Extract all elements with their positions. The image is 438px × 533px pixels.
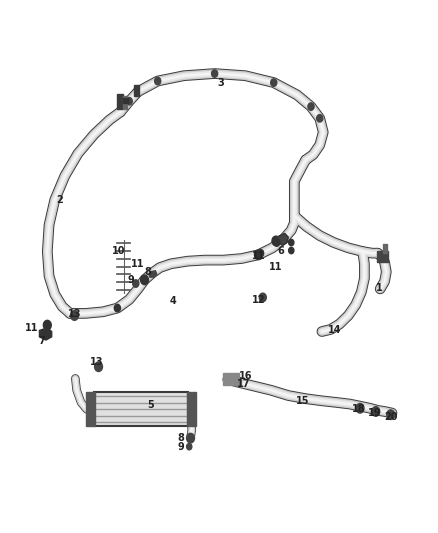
Text: 16: 16 xyxy=(239,371,252,381)
Text: 12: 12 xyxy=(252,295,265,304)
Circle shape xyxy=(155,77,161,85)
Circle shape xyxy=(114,304,120,312)
Text: 11: 11 xyxy=(131,259,145,269)
Circle shape xyxy=(372,407,380,416)
Circle shape xyxy=(356,403,364,413)
Bar xyxy=(223,379,241,385)
Text: 7: 7 xyxy=(38,336,45,346)
Text: 8: 8 xyxy=(177,433,184,443)
Text: 2: 2 xyxy=(56,195,63,205)
Circle shape xyxy=(308,103,314,110)
Polygon shape xyxy=(39,328,52,340)
Text: 11: 11 xyxy=(252,251,265,261)
Circle shape xyxy=(141,275,148,285)
Text: 19: 19 xyxy=(368,408,381,418)
Text: 18: 18 xyxy=(352,405,366,414)
Text: 5: 5 xyxy=(148,400,155,410)
Text: 14: 14 xyxy=(328,326,342,335)
Circle shape xyxy=(387,410,395,419)
Text: 1: 1 xyxy=(375,283,382,293)
Circle shape xyxy=(71,311,78,320)
Text: 13: 13 xyxy=(68,310,81,319)
Bar xyxy=(86,392,95,426)
Bar xyxy=(223,373,239,378)
Circle shape xyxy=(95,362,102,372)
Circle shape xyxy=(271,79,277,86)
Circle shape xyxy=(274,239,280,246)
Text: 9: 9 xyxy=(177,442,184,451)
Text: 3: 3 xyxy=(218,78,225,87)
Polygon shape xyxy=(277,233,288,245)
Circle shape xyxy=(133,280,139,287)
Bar xyxy=(117,94,123,109)
Circle shape xyxy=(44,321,50,329)
Bar xyxy=(134,85,139,96)
Circle shape xyxy=(317,115,323,122)
Text: 6: 6 xyxy=(277,246,284,255)
Text: 10: 10 xyxy=(112,246,125,255)
Bar xyxy=(187,392,196,426)
Text: 15: 15 xyxy=(296,396,309,406)
Text: 17: 17 xyxy=(237,379,251,389)
Circle shape xyxy=(187,443,192,450)
Bar xyxy=(123,96,127,109)
Circle shape xyxy=(126,98,132,105)
Circle shape xyxy=(289,239,294,246)
FancyBboxPatch shape xyxy=(94,392,188,426)
Bar xyxy=(383,244,387,253)
Text: 8: 8 xyxy=(145,267,152,277)
Text: 11: 11 xyxy=(269,262,283,271)
Bar xyxy=(123,98,128,103)
Circle shape xyxy=(254,250,262,260)
Circle shape xyxy=(259,293,266,302)
Polygon shape xyxy=(149,271,157,277)
Text: 11: 11 xyxy=(25,323,38,333)
Bar xyxy=(377,251,388,262)
Text: 20: 20 xyxy=(385,412,398,422)
Circle shape xyxy=(289,247,294,254)
Circle shape xyxy=(212,70,218,77)
Circle shape xyxy=(43,320,51,330)
Text: 9: 9 xyxy=(127,275,134,285)
Circle shape xyxy=(258,249,264,257)
Text: 13: 13 xyxy=(90,358,103,367)
Circle shape xyxy=(272,236,280,246)
Text: 4: 4 xyxy=(170,296,177,306)
Circle shape xyxy=(187,433,194,443)
